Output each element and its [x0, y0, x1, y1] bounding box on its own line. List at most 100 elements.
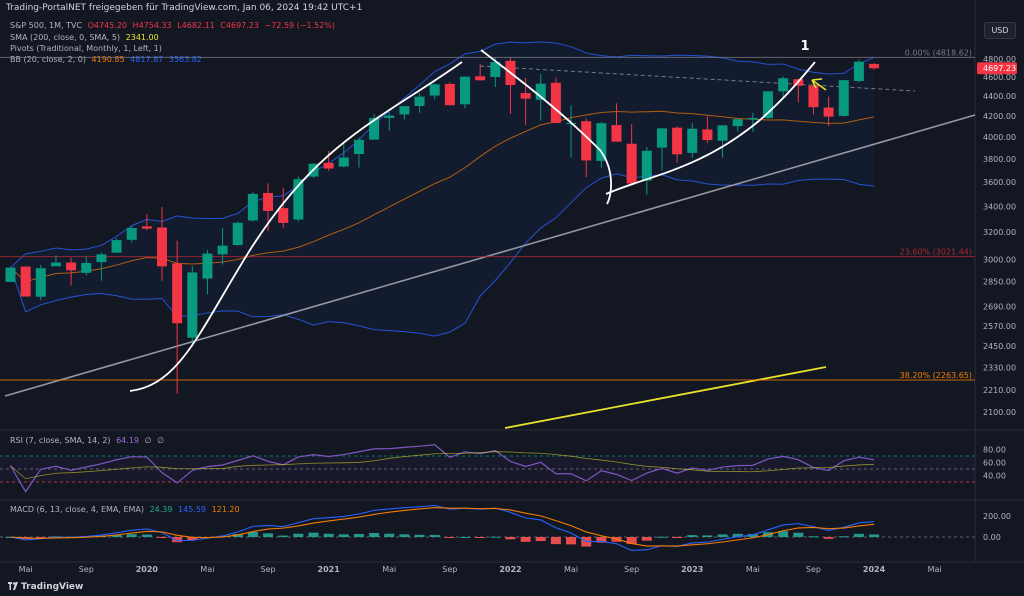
pivots-label: Pivots (Traditional, Monthly, 1, Left, 1…	[10, 44, 162, 53]
time-tick-label: Mai	[200, 565, 214, 574]
macd-hist-bar	[126, 534, 137, 537]
candle-body	[641, 150, 652, 181]
macd-hist-bar	[778, 531, 789, 537]
macd-hist-bar	[278, 535, 289, 537]
sma-200-line	[504, 366, 827, 429]
macd-hist-bar	[172, 537, 183, 543]
wave-label: 1	[800, 39, 809, 54]
uptrend-curve-2	[605, 61, 816, 195]
bollinger-bands	[10, 41, 875, 337]
bb-upper-line	[10, 41, 875, 268]
support-trendline	[4, 114, 976, 397]
yellow-arrow	[811, 78, 827, 91]
hand-drawings	[129, 49, 827, 392]
candle-body	[535, 83, 546, 100]
time-tick-label: Mai	[746, 565, 760, 574]
candle-body	[717, 125, 728, 141]
fib-label-1: 23.60% (3021.44)	[900, 248, 972, 257]
macd-hist-bar	[732, 533, 743, 537]
bb-basis-line	[10, 110, 875, 283]
macd-hist-bar	[823, 537, 834, 539]
macd-hist-bar	[444, 537, 455, 538]
price-legend[interactable]: S&P 500, 1M, TVC O4745.20 H4754.33 L4682…	[10, 21, 338, 30]
candle-body	[429, 84, 440, 96]
sma-legend[interactable]: SMA (200, close, 0, SMA, 5) 2341.00	[10, 33, 162, 42]
price-tick-label: 2570.00	[983, 322, 1016, 331]
candle-body	[444, 83, 455, 106]
macd-legend[interactable]: MACD (6, 13, close, 4, EMA, EMA) 24.39 1…	[10, 505, 243, 514]
macd-hist-bar	[247, 531, 258, 537]
candle-body	[475, 76, 486, 81]
candle-body	[81, 262, 92, 273]
macd-hist-bar	[550, 537, 561, 545]
macd-hist-bar	[672, 537, 683, 538]
trend-lines	[4, 65, 976, 429]
candle-body	[5, 267, 16, 282]
macd-hist-bar	[308, 532, 319, 537]
pivots-legend[interactable]: Pivots (Traditional, Monthly, 1, Left, 1…	[10, 44, 165, 53]
rsi-extra-2: ∅	[157, 436, 165, 445]
annotations: 1	[800, 39, 809, 54]
price-tick-label: 2690.00	[983, 302, 1016, 311]
time-tick-label: 2022	[499, 565, 521, 574]
time-tick-label: Mai	[19, 565, 33, 574]
candle-body	[732, 119, 743, 127]
time-tick-label: 2024	[863, 565, 886, 574]
time-tick-label: Mai	[564, 565, 578, 574]
candle-body	[869, 63, 880, 69]
price-chart[interactable]: 0.00% (4818.62) 23.60% (3021.44) 38.20% (2…	[0, 0, 1024, 580]
candle-body	[460, 76, 470, 105]
bb-legend[interactable]: BB (20, close, 2, 0) 4190.85 4817.87 356…	[10, 55, 205, 64]
price-tick-label: 4000.00	[983, 133, 1016, 142]
price-tick-label: 4200.00	[983, 112, 1016, 121]
bb-basis-value: 4190.85	[91, 55, 125, 64]
macd-hist-bar	[535, 537, 546, 542]
symbol-label: S&P 500, 1M, TVC	[10, 21, 83, 30]
rsi-tick-label: 60.00	[983, 459, 1006, 468]
candle-body	[202, 253, 213, 279]
price-tick-label: 2100.00	[983, 408, 1016, 417]
fib-label-2: 38.20% (2263.65)	[900, 371, 972, 380]
macd-hist-value: 24.39	[149, 505, 173, 514]
candle-body	[20, 266, 31, 297]
candle-body	[702, 129, 713, 141]
price-tick-label: 2850.00	[983, 278, 1016, 287]
price-tick-label: 3000.00	[983, 256, 1016, 265]
candle-body	[808, 85, 819, 108]
macd-hist-bar	[111, 534, 122, 537]
candle-body	[596, 123, 607, 161]
candle-body	[490, 62, 501, 77]
rsi-ma-line	[10, 451, 875, 480]
macd-hist-bar	[187, 537, 198, 541]
candle-body	[232, 222, 243, 246]
macd-hist-bar	[35, 537, 46, 538]
candle-body	[247, 193, 258, 221]
candle-body	[217, 245, 228, 255]
macd-hist-bar	[338, 534, 349, 537]
price-tick-label: 3800.00	[983, 155, 1016, 164]
rsi-pane	[0, 444, 975, 493]
tradingview-logo[interactable]: TradingView	[8, 582, 83, 592]
time-axis[interactable]: Mai Sep 2020 Mai Sep 2021 Mai Sep 2022 Mai Sep 2023…	[19, 565, 942, 574]
macd-pane	[0, 504, 975, 552]
macd-hist-bar	[475, 537, 486, 538]
resistance-dashed-line	[479, 65, 916, 92]
rsi-value: 64.19	[116, 436, 139, 445]
rsi-legend[interactable]: RSI (7, close, SMA, 14, 2) 64.19 ∅ ∅	[10, 436, 167, 445]
rsi-line	[9, 444, 875, 493]
time-tick-label: Mai	[928, 565, 942, 574]
candle-body	[581, 121, 592, 161]
candle-body	[187, 272, 198, 338]
currency-button[interactable]: USD	[984, 22, 1016, 39]
candle-body	[747, 118, 758, 120]
price-axis[interactable]: 4800.00 4600.00 4400.00 4200.00 4000.00 3800.…	[977, 55, 1017, 542]
price-tick-label: 2450.00	[983, 342, 1016, 351]
macd-hist-bar	[596, 537, 607, 543]
macd-hist-bar	[399, 534, 410, 537]
time-tick-label: Mai	[382, 565, 396, 574]
macd-line	[10, 504, 875, 552]
candle-body	[369, 117, 380, 140]
macd-hist-bar	[641, 537, 652, 541]
bb-fill	[10, 41, 875, 337]
time-tick-label: Sep	[624, 565, 639, 574]
